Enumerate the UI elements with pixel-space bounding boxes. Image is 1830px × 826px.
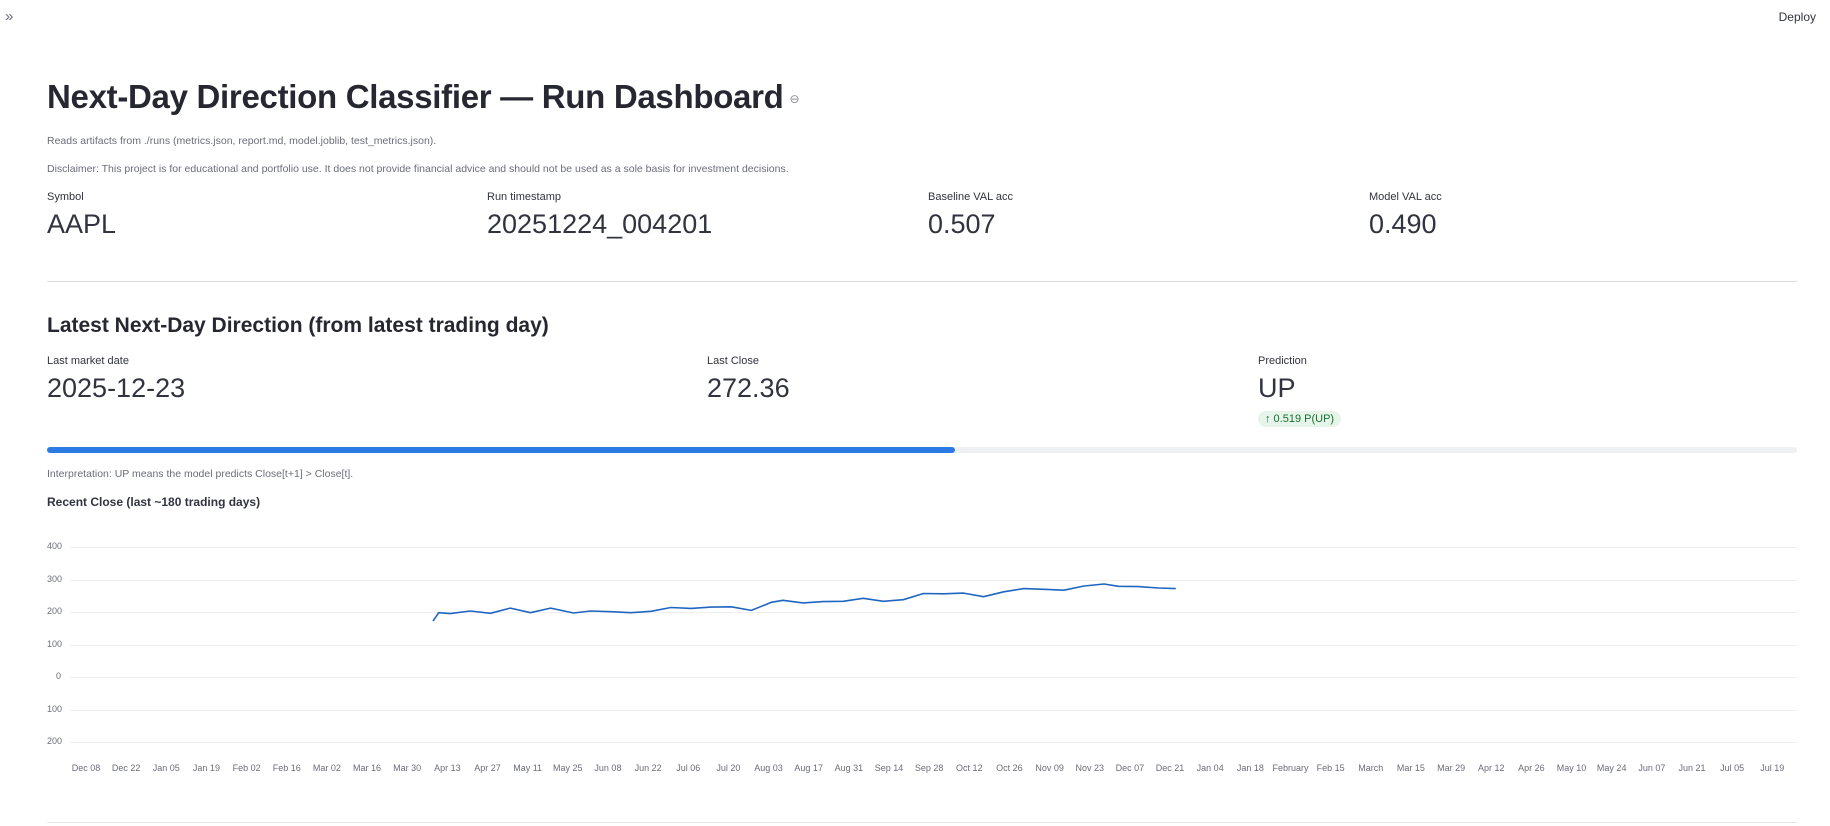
metric-value: 2025-12-23 (47, 373, 186, 403)
x-tick-label: Jun 07 (1638, 763, 1666, 773)
divider (47, 822, 1797, 823)
x-tick-label: Nov 23 (1075, 763, 1105, 773)
x-tick-label: Sep 28 (914, 763, 944, 773)
interpretation-caption: Interpretation: UP means the model predi… (47, 468, 354, 480)
metric-run-timestamp: Run timestamp 20251224_004201 (487, 191, 712, 240)
probability-progress-bar (47, 447, 1797, 453)
artifacts-caption: Reads artifacts from ./runs (metrics.jso… (47, 135, 437, 147)
page-title-text: Next-Day Direction Classifier — Run Dash… (47, 78, 784, 115)
x-tick-label: Apr 26 (1518, 763, 1545, 773)
metric-value: 0.507 (928, 209, 996, 239)
gridline (70, 612, 1797, 613)
x-tick-label: Oct 26 (996, 763, 1023, 773)
x-tick-label: Nov 09 (1035, 763, 1064, 773)
x-tick-label: Dec 07 (1115, 763, 1145, 773)
x-tick-label: Dec 22 (111, 763, 141, 773)
gridline (70, 677, 1797, 678)
x-tick-label: Jan 19 (192, 763, 220, 773)
x-tick-label: May 10 (1556, 763, 1587, 773)
y-tick-label: 400 (47, 541, 63, 551)
x-tick-label: Jul 20 (716, 763, 741, 773)
deploy-button[interactable]: Deploy (1778, 10, 1816, 24)
x-tick-label: Jan 04 (1196, 763, 1224, 773)
y-tick-label: 100 (47, 638, 63, 649)
x-tick-label: May 25 (553, 763, 583, 773)
x-tick-label: Feb 02 (232, 763, 261, 773)
close-price-line (432, 583, 1176, 622)
x-tick-label: Apr 13 (434, 763, 461, 773)
x-tick-label: Jan 05 (152, 763, 180, 773)
x-tick-label: Jul 06 (676, 763, 701, 773)
x-tick-label: Apr 12 (1477, 763, 1505, 773)
metric-value: 20251224_004201 (487, 209, 713, 239)
sidebar-expand-icon[interactable]: » (5, 8, 14, 25)
x-tick-label: Dec 08 (71, 763, 101, 773)
gridline (70, 644, 1797, 646)
x-tick-label: February (1272, 763, 1309, 773)
metric-label: Model VAL acc (1369, 191, 1442, 203)
x-tick-label: Jun 08 (594, 763, 622, 773)
x-tick-label: Mar 15 (1396, 763, 1425, 773)
x-tick-label: Mar 30 (393, 763, 422, 773)
metric-last-market-date: Last market date 2025-12-23 (47, 355, 185, 404)
y-tick-label: 200 (47, 736, 63, 746)
y-tick-label: 200 (47, 606, 63, 616)
x-tick-label: Jul 19 (1760, 763, 1785, 773)
x-tick-label: Jun 21 (1678, 763, 1706, 773)
x-tick-label: Dec 21 (1155, 763, 1185, 773)
metric-label: Last market date (47, 355, 129, 367)
x-tick-label: Mar 29 (1437, 763, 1466, 773)
x-tick-label: Aug 03 (754, 763, 783, 773)
metric-baseline-val-acc: Baseline VAL acc 0.507 (928, 191, 1013, 240)
metric-value: 272.36 (707, 373, 790, 403)
disclaimer-caption: Disclaimer: This project is for educatio… (47, 163, 789, 175)
gridline (70, 579, 1797, 581)
x-tick-label: May 11 (513, 763, 543, 773)
metric-prediction: Prediction UP ↑ 0.519 P(UP) (1258, 355, 1342, 427)
y-tick-label: 100 (47, 703, 63, 714)
prediction-delta-badge: ↑ 0.519 P(UP) (1258, 411, 1342, 427)
page-title: Next-Day Direction Classifier — Run Dash… (47, 78, 800, 116)
x-tick-label: Apr 27 (474, 763, 501, 773)
x-tick-label: Sep 14 (874, 763, 904, 773)
gridline (70, 547, 1797, 548)
progress-fill (47, 447, 956, 453)
metric-last-close: Last Close 272.36 (707, 355, 790, 404)
x-tick-label: Mar 02 (312, 763, 341, 773)
x-tick-label: March (1358, 763, 1384, 773)
x-tick-label: Aug 31 (834, 763, 864, 773)
divider (47, 281, 1797, 282)
metric-label: Prediction (1258, 355, 1307, 367)
x-tick-label: Aug 17 (794, 763, 823, 773)
latest-direction-heading: Latest Next-Day Direction (from latest t… (47, 314, 549, 337)
gridline (70, 742, 1797, 743)
metric-label: Last Close (707, 355, 759, 367)
metric-label: Symbol (47, 191, 84, 203)
metric-label: Baseline VAL acc (928, 191, 1013, 203)
x-tick-label: Mar 16 (353, 763, 382, 773)
close-price-line-chart[interactable]: 400 300 200 100 0 100 200 Dec 08 Dec 22 Jan 05 Jan… (47, 530, 1797, 780)
link-icon[interactable]: ⊖ (789, 92, 800, 107)
gridline (70, 709, 1797, 711)
metric-value: 0.490 (1369, 209, 1437, 239)
x-tick-label: Feb 16 (272, 763, 301, 773)
x-tick-label: Oct 12 (956, 763, 983, 773)
chart-title: Recent Close (last ~180 trading days) (47, 495, 261, 509)
y-tick-label: 300 (47, 573, 63, 584)
metric-value: AAPL (47, 209, 117, 239)
x-tick-label: Feb 15 (1316, 763, 1345, 773)
metric-label: Run timestamp (487, 191, 561, 203)
x-tick-label: May 24 (1596, 763, 1627, 773)
metric-value: UP (1258, 373, 1296, 403)
metric-model-val-acc: Model VAL acc 0.490 (1369, 191, 1442, 240)
x-tick-label: Jun 22 (634, 763, 662, 773)
metric-symbol: Symbol AAPL (47, 191, 116, 240)
x-tick-label: Jan 18 (1236, 763, 1264, 773)
y-tick-label: 0 (55, 671, 61, 681)
x-tick-label: Jul 05 (1720, 763, 1745, 773)
